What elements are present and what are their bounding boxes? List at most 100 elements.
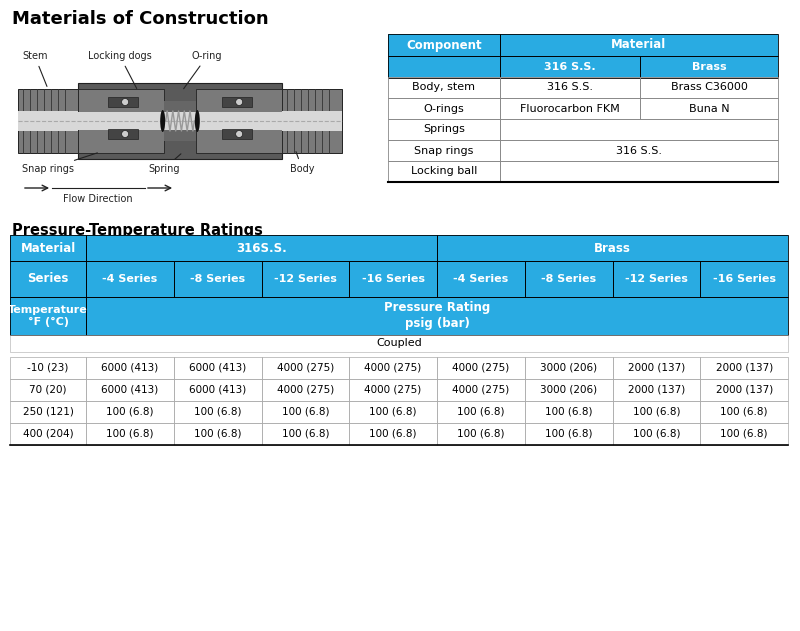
Bar: [700, 357, 788, 379]
Text: 2000 (137): 2000 (137): [715, 363, 773, 373]
Text: Series: Series: [27, 273, 69, 285]
Bar: [640, 98, 778, 119]
Bar: [10, 235, 86, 261]
Bar: [86, 401, 174, 423]
Text: -4 Series: -4 Series: [454, 274, 509, 284]
Bar: [350, 379, 437, 401]
Bar: [222, 97, 252, 107]
Bar: [700, 401, 788, 423]
Bar: [613, 357, 700, 379]
Text: 70 (20): 70 (20): [30, 385, 66, 395]
Text: 100 (6.8): 100 (6.8): [370, 407, 417, 417]
Text: Material: Material: [611, 38, 666, 52]
Text: Material: Material: [20, 242, 76, 254]
Bar: [613, 357, 700, 379]
Bar: [388, 140, 500, 161]
Bar: [262, 423, 350, 445]
Text: -16 Series: -16 Series: [362, 274, 425, 284]
Ellipse shape: [236, 98, 242, 105]
Bar: [350, 357, 437, 379]
Text: 4000 (275): 4000 (275): [365, 363, 422, 373]
Bar: [262, 401, 350, 423]
Bar: [78, 83, 282, 159]
Text: Temperature
°F (°C): Temperature °F (°C): [8, 305, 88, 327]
Bar: [174, 423, 262, 445]
Bar: [700, 261, 788, 297]
Bar: [10, 423, 86, 445]
Bar: [108, 129, 138, 139]
Bar: [640, 56, 778, 78]
Bar: [262, 401, 350, 423]
Text: 100 (6.8): 100 (6.8): [633, 429, 680, 439]
Bar: [282, 111, 342, 131]
Text: 100 (6.8): 100 (6.8): [720, 407, 768, 417]
Bar: [262, 261, 350, 297]
Bar: [437, 379, 525, 401]
Bar: [388, 34, 500, 56]
Bar: [174, 423, 262, 445]
Bar: [10, 335, 788, 352]
Text: Stem: Stem: [22, 51, 47, 86]
Bar: [500, 98, 640, 119]
Ellipse shape: [122, 131, 129, 138]
Text: Brass: Brass: [692, 62, 726, 72]
Bar: [86, 235, 437, 261]
Text: 4000 (275): 4000 (275): [365, 385, 422, 395]
Text: O-rings: O-rings: [424, 103, 464, 114]
Bar: [350, 423, 437, 445]
Bar: [262, 423, 350, 445]
Text: 6000 (413): 6000 (413): [189, 363, 246, 373]
Bar: [388, 140, 500, 161]
Bar: [10, 297, 86, 335]
Text: Body, stem: Body, stem: [413, 83, 475, 93]
Bar: [350, 357, 437, 379]
Bar: [262, 357, 350, 379]
Bar: [525, 261, 613, 297]
Text: 2000 (137): 2000 (137): [628, 363, 685, 373]
Text: Coupled: Coupled: [376, 338, 422, 348]
Text: Spring: Spring: [148, 154, 181, 174]
Bar: [437, 261, 525, 297]
Text: 316 S.S.: 316 S.S.: [616, 146, 662, 155]
Bar: [500, 77, 640, 98]
Text: 100 (6.8): 100 (6.8): [106, 407, 154, 417]
Text: Brass C36000: Brass C36000: [670, 83, 747, 93]
Bar: [525, 401, 613, 423]
Text: -8 Series: -8 Series: [190, 274, 245, 284]
Text: 100 (6.8): 100 (6.8): [194, 407, 242, 417]
Bar: [86, 297, 788, 335]
Bar: [78, 89, 164, 153]
Text: Pressure-Temperature Ratings: Pressure-Temperature Ratings: [12, 223, 263, 238]
Bar: [700, 379, 788, 401]
Bar: [613, 423, 700, 445]
Bar: [388, 98, 500, 119]
Bar: [262, 379, 350, 401]
Text: -10 (23): -10 (23): [27, 363, 69, 373]
Bar: [388, 161, 500, 182]
Bar: [500, 161, 778, 182]
Bar: [86, 423, 174, 445]
Text: 6000 (413): 6000 (413): [189, 385, 246, 395]
Bar: [500, 140, 778, 161]
Bar: [437, 401, 525, 423]
Bar: [350, 261, 437, 297]
Bar: [437, 357, 525, 379]
Bar: [500, 119, 778, 140]
Bar: [18, 89, 78, 153]
Bar: [700, 379, 788, 401]
Text: Materials of Construction: Materials of Construction: [12, 10, 269, 28]
Text: 6000 (413): 6000 (413): [102, 363, 158, 373]
Text: Fluorocarbon FKM: Fluorocarbon FKM: [520, 103, 620, 114]
Bar: [640, 77, 778, 98]
Text: O-ring: O-ring: [184, 51, 222, 89]
Bar: [18, 111, 78, 131]
Bar: [196, 89, 282, 153]
Text: 100 (6.8): 100 (6.8): [633, 407, 680, 417]
Text: 100 (6.8): 100 (6.8): [457, 429, 505, 439]
Text: Snap rings: Snap rings: [22, 153, 98, 174]
Bar: [388, 77, 500, 98]
Text: Flow Direction: Flow Direction: [63, 194, 133, 204]
Bar: [222, 129, 252, 139]
Text: 100 (6.8): 100 (6.8): [720, 429, 768, 439]
Text: 100 (6.8): 100 (6.8): [282, 407, 329, 417]
